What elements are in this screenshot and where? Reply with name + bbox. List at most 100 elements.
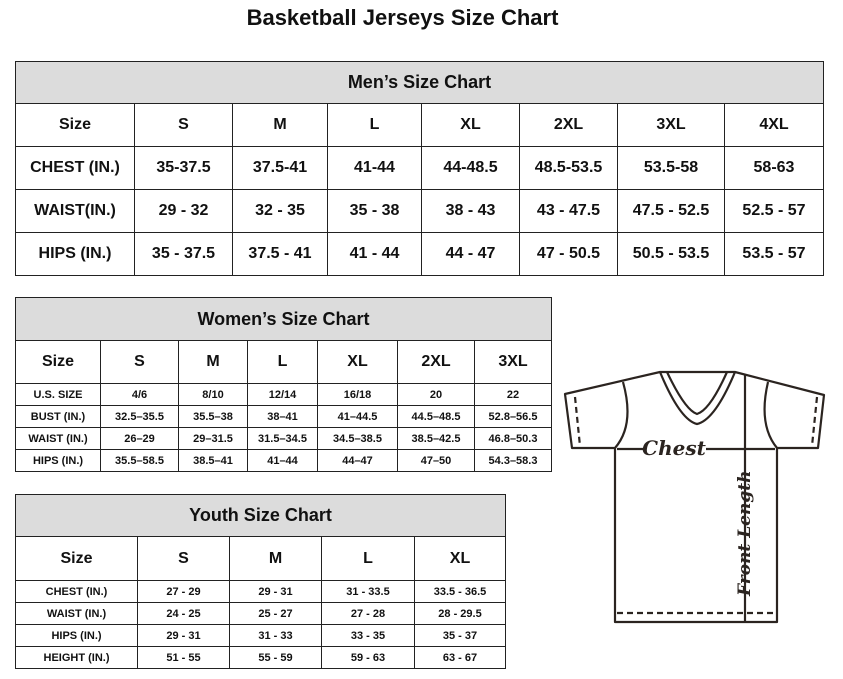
table-cell: 59 - 63 <box>321 646 415 669</box>
chest-label: Chest <box>642 436 706 460</box>
row-label: WAIST (IN.) <box>15 602 138 625</box>
table-cell: 35.5–38 <box>178 405 248 428</box>
table-cell: 26–29 <box>100 427 179 450</box>
table-cell: 41-44 <box>327 146 422 190</box>
table-cell: 8/10 <box>178 383 248 406</box>
table-cell: 44-48.5 <box>421 146 520 190</box>
table-cell: 47.5 - 52.5 <box>617 189 725 233</box>
size-label: 3XL <box>617 103 725 147</box>
row-label: U.S. SIZE <box>15 383 101 406</box>
row-label: WAIST (IN.) <box>15 427 101 450</box>
table-cell: 38–41 <box>247 405 318 428</box>
table-cell: 16/18 <box>317 383 398 406</box>
table-cell: 25 - 27 <box>229 602 322 625</box>
table-row: WAIST (IN.) 24 - 25 25 - 27 27 - 28 28 - 29.… <box>15 602 507 625</box>
row-label: WAIST(IN.) <box>15 189 135 233</box>
table-cell: 41–44.5 <box>317 405 398 428</box>
table-row: CHEST (IN.) 27 - 29 29 - 31 31 - 33.5 33.5 -… <box>15 580 507 603</box>
table-cell: 63 - 67 <box>413 646 507 669</box>
front-length-label: Front Length <box>735 471 755 597</box>
table-row: BUST (IN.) 32.5–35.5 35.5–38 38–41 41–44.5 44… <box>15 405 553 428</box>
table-cell: 37.5-41 <box>232 146 328 190</box>
table-cell: 35 - 37.5 <box>134 232 233 276</box>
table-cell: 35-37.5 <box>134 146 233 190</box>
table-cell: 38.5–41 <box>178 449 248 472</box>
shirt-outline <box>563 370 826 624</box>
table-cell: 12/14 <box>247 383 318 406</box>
row-label: BUST (IN.) <box>15 405 101 428</box>
table-cell: 27 - 29 <box>137 580 230 603</box>
row-label: CHEST (IN.) <box>15 580 138 603</box>
table-cell: 53.5-58 <box>617 146 725 190</box>
table-heading: Youth Size Chart <box>14 494 507 537</box>
collar <box>658 371 737 426</box>
table-cell: 4/6 <box>100 383 179 406</box>
table-cell: 29 - 32 <box>134 189 233 233</box>
table-cell: 37.5 - 41 <box>232 232 328 276</box>
table-cell: 34.5–38.5 <box>317 427 398 450</box>
size-label: 4XL <box>724 103 824 147</box>
table-row: HIPS (IN.) 35 - 37.5 37.5 - 41 41 - 44 44 - … <box>15 232 824 276</box>
row-label: Size <box>15 340 101 384</box>
table-cell: 32 - 35 <box>232 189 328 233</box>
table-row: WAIST(IN.) 29 - 32 32 - 35 35 - 38 38 - 43 43… <box>15 189 824 233</box>
page-title: Basketball Jerseys Size Chart <box>246 5 559 30</box>
table-cell: 24 - 25 <box>137 602 230 625</box>
table-cell: 46.8–50.3 <box>473 427 553 450</box>
table-cell: 38.5–42.5 <box>397 427 475 450</box>
size-label: S <box>134 103 233 147</box>
size-label: L <box>321 536 415 581</box>
size-label: M <box>178 340 248 384</box>
table-row: HEIGHT (IN.) 51 - 55 55 - 59 59 - 63 63 - 67 <box>15 646 507 669</box>
size-label: XL <box>421 103 520 147</box>
table-heading: Men’s Size Chart <box>15 61 824 104</box>
row-label: CHEST (IN.) <box>15 146 135 190</box>
table-heading: Women’s Size Chart <box>14 297 553 341</box>
table-cell: 29–31.5 <box>178 427 248 450</box>
size-label: S <box>137 536 230 581</box>
size-label: 2XL <box>519 103 618 147</box>
table-cell: 52.5 - 57 <box>724 189 824 233</box>
row-label: HIPS (IN.) <box>15 232 135 276</box>
table-cell: 52.8–56.5 <box>473 405 553 428</box>
row-label: HEIGHT (IN.) <box>15 646 138 669</box>
size-header-row: Size S M L XL <box>15 536 507 581</box>
mens-size-table: Men’s Size Chart Size S M L XL 2XL 3XL 4XL CHEST … <box>15 61 824 276</box>
table-cell: 31 - 33.5 <box>321 580 415 603</box>
table-cell: 41 - 44 <box>327 232 422 276</box>
table-cell: 55 - 59 <box>229 646 322 669</box>
jersey-measurement-diagram: Chest Front Length <box>563 370 826 624</box>
size-label: 2XL <box>397 340 475 384</box>
row-label: Size <box>15 103 135 147</box>
table-cell: 54.3–58.3 <box>473 449 553 472</box>
table-cell: 20 <box>397 383 475 406</box>
womens-size-table: Women’s Size Chart Size S M L XL 2XL 3XL U.S. SI… <box>14 297 553 472</box>
size-label: S <box>100 340 179 384</box>
table-cell: 35 - 38 <box>327 189 422 233</box>
table-cell: 33.5 - 36.5 <box>413 580 507 603</box>
size-header-row: Size S M L XL 2XL 3XL <box>15 340 553 384</box>
size-header-row: Size S M L XL 2XL 3XL 4XL <box>15 103 824 147</box>
size-label: L <box>327 103 422 147</box>
size-label: 3XL <box>473 340 553 384</box>
table-row: WAIST (IN.) 26–29 29–31.5 31.5–34.5 34.5–38.… <box>15 427 553 450</box>
table-cell: 35 - 37 <box>413 624 507 647</box>
row-label: HIPS (IN.) <box>15 449 101 472</box>
table-cell: 44 - 47 <box>421 232 520 276</box>
row-label: HIPS (IN.) <box>15 624 138 647</box>
table-cell: 58-63 <box>724 146 824 190</box>
table-cell: 44.5–48.5 <box>397 405 475 428</box>
table-cell: 53.5 - 57 <box>724 232 824 276</box>
table-cell: 22 <box>473 383 553 406</box>
table-row: U.S. SIZE 4/6 8/10 12/14 16/18 20 22 <box>15 383 553 406</box>
table-cell: 31 - 33 <box>229 624 322 647</box>
size-label: L <box>247 340 318 384</box>
table-cell: 32.5–35.5 <box>100 405 179 428</box>
table-cell: 35.5–58.5 <box>100 449 179 472</box>
table-cell: 29 - 31 <box>229 580 322 603</box>
size-label: XL <box>413 536 507 581</box>
table-cell: 38 - 43 <box>421 189 520 233</box>
size-label: M <box>232 103 328 147</box>
table-cell: 51 - 55 <box>137 646 230 669</box>
table-cell: 28 - 29.5 <box>413 602 507 625</box>
